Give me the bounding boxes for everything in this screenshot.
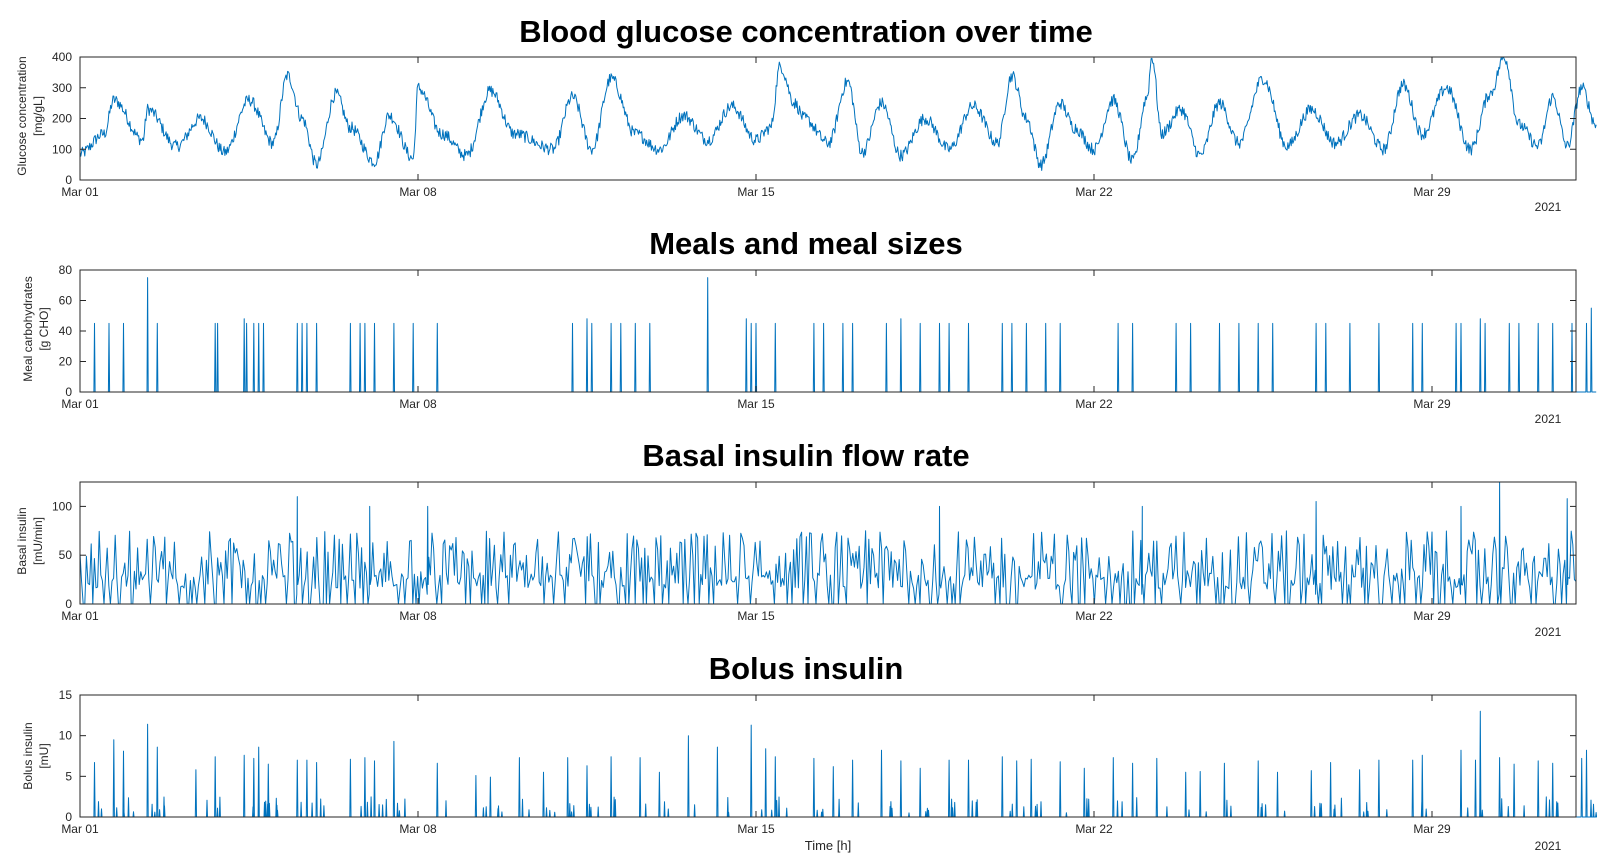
x-tick-label: Mar 01 <box>61 185 99 199</box>
x-tick-label: Mar 08 <box>399 185 437 199</box>
x-tick-label: Mar 08 <box>399 397 437 411</box>
year-label: 2021 <box>1535 839 1562 853</box>
x-tick-label: Mar 22 <box>1075 609 1113 623</box>
plot-area: 0 20 40 60 80 Mar 01 Mar 08 Mar 15 Mar 22 Mar 29 <box>59 263 1597 411</box>
panel-basal: Basal insulin flow rate Basal insulin [m… <box>15 438 1577 639</box>
panel-glucose: Blood glucose concentration over time Gl… <box>15 14 1597 214</box>
year-label: 2021 <box>1535 412 1562 426</box>
y-tick-label: 100 <box>52 142 72 156</box>
x-tick-label: Mar 29 <box>1413 397 1451 411</box>
y-tick-label: 5 <box>65 769 72 783</box>
y-axis-label-line2: [g CHO] <box>37 307 51 350</box>
y-tick-label: 0 <box>65 173 72 187</box>
x-tick-label: Mar 22 <box>1075 397 1113 411</box>
x-tick-label: Mar 01 <box>61 822 99 836</box>
y-axis-label-line1: Basal insulin <box>15 507 29 574</box>
x-tick-label: Mar 08 <box>399 822 437 836</box>
plot-area: 0 5 10 15 Mar 01 Mar 08 Mar 15 Mar 22 Mar 29 <box>59 688 1597 836</box>
y-tick-label: 300 <box>52 81 72 95</box>
y-axis-label-line1: Bolus insulin <box>21 722 35 789</box>
panel-meals: Meals and meal sizes Meal carbohydrates … <box>21 226 1597 426</box>
panel-title: Bolus insulin <box>709 651 904 686</box>
x-tick-label: Mar 01 <box>61 397 99 411</box>
y-tick-label: 400 <box>52 50 72 64</box>
y-tick-label: 10 <box>59 729 73 743</box>
y-tick-label: 20 <box>59 355 73 369</box>
x-tick-label: Mar 29 <box>1413 185 1451 199</box>
y-tick-label: 0 <box>65 597 72 611</box>
year-label: 2021 <box>1535 200 1562 214</box>
y-tick-label: 80 <box>59 263 73 277</box>
y-tick-label: 100 <box>52 499 72 513</box>
y-axis-label-line2: [mU/min] <box>31 517 45 565</box>
x-tick-label: Mar 22 <box>1075 185 1113 199</box>
x-tick-label: Mar 22 <box>1075 822 1113 836</box>
y-tick-label: 40 <box>59 324 73 338</box>
x-tick-label: Mar 15 <box>737 185 775 199</box>
series-line <box>79 481 1577 605</box>
plot-area: 0 50 100 Mar 01 Mar 08 Mar 15 Mar 22 Mar 29 <box>52 481 1577 623</box>
y-tick-label: 0 <box>65 385 72 399</box>
x-tick-label: Mar 15 <box>737 609 775 623</box>
y-axis-label-line2: [mg/gL] <box>31 96 45 136</box>
year-label: 2021 <box>1535 625 1562 639</box>
y-tick-label: 50 <box>59 548 73 562</box>
x-tick-label: Mar 15 <box>737 397 775 411</box>
x-tick-label: Mar 29 <box>1413 822 1451 836</box>
series-line <box>80 277 1597 393</box>
y-tick-label: 15 <box>59 688 73 702</box>
y-tick-label: 0 <box>65 810 72 824</box>
y-axis-label-line1: Meal carbohydrates <box>21 276 35 381</box>
y-tick-label: 200 <box>52 112 72 126</box>
x-tick-label: Mar 08 <box>399 609 437 623</box>
x-tick-label: Mar 01 <box>61 609 99 623</box>
series-line <box>79 57 1597 171</box>
panel-title: Blood glucose concentration over time <box>519 14 1093 49</box>
x-tick-label: Mar 15 <box>737 822 775 836</box>
y-axis-label-line2: [mU] <box>37 743 51 768</box>
x-tick-label: Mar 29 <box>1413 609 1451 623</box>
plot-area: 0 100 200 300 400 Mar 01 Mar 08 Mar 15 Mar 22 Mar… <box>52 50 1597 199</box>
y-axis-label-line1: Glucose concentration <box>15 56 29 175</box>
y-tick-label: 60 <box>59 294 73 308</box>
x-axis-label: Time [h] <box>805 838 851 853</box>
panel-bolus: Bolus insulin Bolus insulin [mU] 0 5 10 15 M… <box>21 651 1597 853</box>
axes-box <box>79 481 1577 605</box>
panel-title: Meals and meal sizes <box>649 226 963 261</box>
axes-box <box>79 694 1577 818</box>
panel-title: Basal insulin flow rate <box>642 438 969 473</box>
